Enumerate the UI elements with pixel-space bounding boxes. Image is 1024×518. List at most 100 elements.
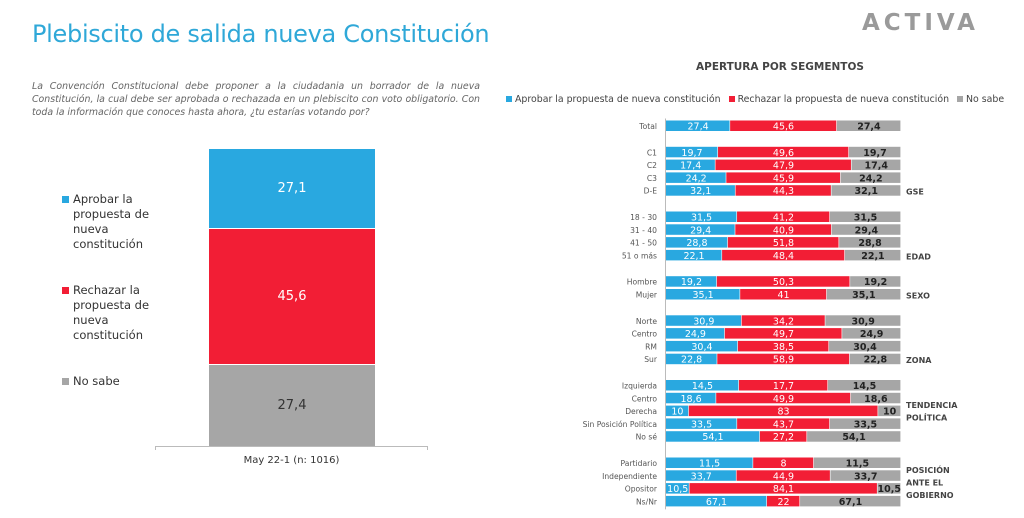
data-label: 27,1	[277, 181, 307, 197]
bar-segment-rechazar	[735, 224, 832, 235]
data-label: 17,4	[865, 161, 889, 172]
bar-segment-aprobar	[666, 328, 725, 339]
bar-segment-rechazar	[716, 392, 851, 404]
data-label: 14,5	[853, 381, 876, 392]
bar-segment-rechazar	[717, 353, 850, 365]
legend-swatch-nosabe	[62, 378, 69, 385]
bar-segment-aprobar	[666, 159, 715, 171]
data-label: 19,7	[863, 148, 886, 159]
data-label: 19,7	[681, 148, 702, 159]
data-label: 43,7	[773, 419, 794, 430]
data-label: 50,3	[773, 277, 794, 288]
data-label: 17,4	[680, 161, 701, 172]
data-label: 41	[777, 290, 789, 301]
data-label: 11,5	[846, 459, 869, 470]
data-label: 32,1	[690, 186, 711, 197]
bar-segment-rechazar	[759, 431, 807, 442]
data-label: 38,5	[773, 342, 794, 353]
data-label: 10	[883, 407, 897, 418]
row-label: 51 o más	[622, 251, 657, 260]
bar-segment-nosabe	[848, 146, 901, 158]
data-label: 41,2	[773, 213, 794, 224]
data-label: 27,4	[277, 397, 307, 413]
bar-segment-nosabe	[800, 495, 901, 507]
row-label: Total	[638, 122, 657, 131]
data-label: 10,5	[667, 484, 688, 495]
bar-segment-nosabe	[825, 315, 901, 326]
data-label: 67,1	[839, 497, 862, 508]
row-label: Partidario	[621, 459, 658, 468]
bar-segment-rechazar	[741, 315, 825, 326]
legend-label: No sabe	[966, 94, 1005, 105]
bar-segment-rechazar	[722, 249, 845, 261]
bar-segment-aprobar	[666, 146, 718, 158]
group-label: POSICIÓN	[906, 464, 950, 475]
bar-segment-rechazar	[737, 340, 829, 352]
bar-segment-rechazar	[735, 185, 831, 196]
row-label: 18 - 30	[630, 213, 657, 222]
data-label: 17,7	[773, 381, 794, 392]
bar-segment-aprobar	[666, 185, 735, 196]
data-label: 30,9	[693, 316, 714, 327]
row-label: No sé	[636, 433, 658, 442]
legend-item-rechazar: Rechazar la propuesta de nueva constituc…	[62, 283, 163, 343]
group-label: ANTE EL	[906, 478, 943, 487]
data-label: 24,2	[859, 173, 882, 184]
group-label: TENDENCIA	[906, 401, 958, 410]
group-label: POLÍTICA	[906, 411, 948, 422]
data-label: 28,8	[686, 238, 707, 249]
data-label: 29,4	[690, 225, 711, 236]
bar-segment-aprobar	[666, 340, 738, 352]
bar-segment-aprobar	[666, 380, 739, 391]
data-label: 40,9	[773, 225, 794, 236]
row-label: Centro	[632, 394, 658, 403]
data-label: 18,6	[681, 394, 702, 405]
bar-segment-nosabe	[813, 457, 901, 468]
bar-segment-nosabe	[831, 224, 901, 235]
data-label: 14,5	[692, 381, 713, 392]
data-label: 28,8	[858, 238, 882, 249]
data-label: 27,2	[773, 432, 794, 443]
legend-label: Rechazar la propuesta de nueva constituc…	[73, 283, 150, 342]
bar-segment-aprobar	[666, 315, 742, 326]
bar-segment-aprobar	[666, 237, 728, 248]
data-label: 22,1	[683, 251, 704, 262]
data-label: 84,1	[773, 484, 794, 495]
data-label: 44,3	[773, 186, 794, 197]
bar-segment-rechazar	[718, 146, 849, 158]
bar-segment-rechazar: 45,6	[209, 229, 375, 364]
data-label: 45,6	[277, 289, 307, 305]
data-label: 27,4	[857, 122, 881, 133]
row-label: C1	[647, 148, 657, 157]
data-label: 29,4	[855, 225, 879, 236]
bar-segment-rechazar	[726, 172, 841, 183]
legend-label: Rechazar la propuesta de nueva constituc…	[737, 94, 950, 105]
data-label: 27,4	[687, 122, 708, 133]
data-label: 54,1	[842, 432, 865, 443]
bar-segment-aprobar	[666, 457, 753, 468]
data-label: 30,4	[691, 342, 712, 353]
bar-segment-aprobar	[666, 431, 760, 442]
data-label: 22	[777, 497, 789, 508]
group-label: GSE	[906, 188, 924, 197]
legend-item-aprobar: Aprobar la propuesta de nueva constituci…	[506, 94, 721, 105]
bar-segment-nosabe	[807, 431, 901, 442]
data-label: 30,4	[853, 342, 877, 353]
bar-segment-rechazar	[740, 289, 827, 300]
row-label: Opositor	[625, 485, 658, 494]
data-label: 22,8	[864, 355, 888, 366]
bar-segment-nosabe	[877, 483, 901, 494]
bar-segment-aprobar: 27,1	[209, 149, 375, 229]
bar-segment-rechazar	[724, 328, 842, 339]
bar-segment-rechazar	[716, 276, 850, 287]
data-label: 22,1	[861, 251, 884, 262]
legend-label: Aprobar la propuesta de nueva constituci…	[73, 192, 150, 251]
bar-segment-rechazar	[727, 237, 839, 248]
row-label: C3	[647, 174, 657, 183]
legend-label: Aprobar la propuesta de nueva constituci…	[515, 94, 721, 105]
row-label: 31 - 40	[630, 226, 657, 235]
bar-segment-nosabe	[829, 340, 901, 352]
bar-segment-nosabe	[850, 392, 901, 404]
bar-segment-nosabe	[840, 172, 901, 183]
data-label: 10,5	[878, 484, 901, 495]
